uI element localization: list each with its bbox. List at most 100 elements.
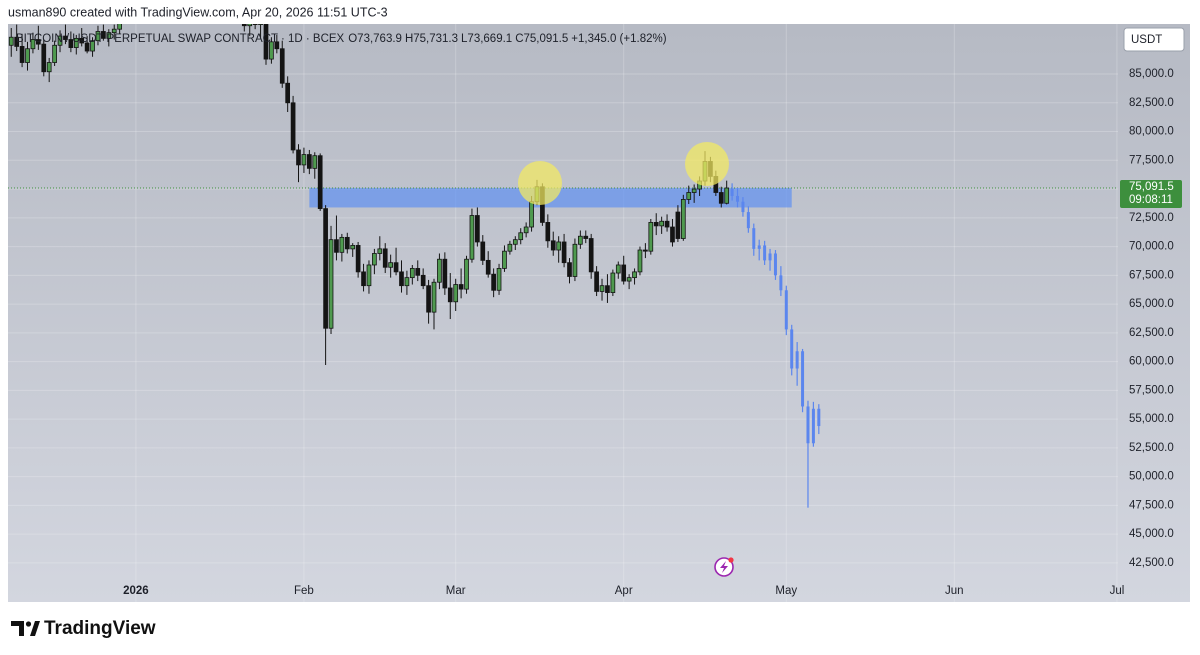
candle-body xyxy=(68,39,74,48)
y-tick-label: 47,500.0 xyxy=(1129,499,1174,511)
candle-body xyxy=(296,149,301,166)
candle-body xyxy=(420,274,426,287)
candle-body xyxy=(361,271,366,287)
candle-body xyxy=(659,220,664,227)
candle-body xyxy=(718,192,724,204)
y-tick-label: 57,500.0 xyxy=(1129,384,1174,396)
projection-body xyxy=(779,275,783,291)
axes: 42,500.0 45,000.0 47,500.0 50,000.0 52,500.0… xyxy=(123,68,1182,597)
candle-body xyxy=(84,42,90,52)
y-tick-label: 72,500.0 xyxy=(1129,212,1174,224)
candle-body xyxy=(290,102,296,151)
candle-body xyxy=(491,273,496,291)
y-tick-label: 65,000.0 xyxy=(1129,298,1174,310)
candle-body xyxy=(626,277,632,282)
candle-body xyxy=(632,271,637,279)
candle-body xyxy=(258,24,263,25)
candle-body xyxy=(670,226,675,243)
projection-body xyxy=(811,408,815,444)
candle-body xyxy=(73,37,79,48)
candle-body xyxy=(502,250,507,269)
x-tick-label: Mar xyxy=(446,585,466,597)
candle-body xyxy=(301,154,307,166)
candle-body xyxy=(79,37,85,44)
candle-body xyxy=(350,245,356,250)
candle-body xyxy=(252,24,258,25)
candle-body xyxy=(334,239,339,253)
candle-body xyxy=(567,262,572,277)
currency-button[interactable] xyxy=(1123,27,1185,52)
currency[interactable]: USDT xyxy=(1131,34,1162,46)
candle-body xyxy=(453,284,459,303)
candle-body xyxy=(323,208,328,329)
candle-body xyxy=(388,262,393,268)
candle-body xyxy=(431,281,437,313)
symbol-part: BITCOIN / USDT PERPETUAL SWAP CONTRACT ·… xyxy=(16,33,345,45)
candle-body xyxy=(285,82,291,104)
candle-body xyxy=(90,40,95,52)
candle-body xyxy=(317,155,323,210)
y-tick-label: 45,000.0 xyxy=(1129,528,1174,540)
candle-body xyxy=(680,199,686,239)
symbol-part: O73,763.9 xyxy=(348,33,402,45)
x-tick-label: 2026 xyxy=(123,585,149,597)
last-price-box xyxy=(1120,180,1182,209)
candle-body xyxy=(372,253,377,266)
candle-body xyxy=(577,235,583,245)
projection-body xyxy=(806,406,810,444)
symbol-part: L73,669.1 xyxy=(461,33,512,45)
candle-body xyxy=(117,24,123,30)
replay-icon[interactable] xyxy=(714,557,734,577)
last-price-label: 75,091.5 xyxy=(1129,181,1174,193)
candle-body xyxy=(393,262,399,273)
candle-body xyxy=(106,32,112,39)
candle-body xyxy=(594,271,599,292)
candle-body xyxy=(610,272,616,293)
candle-body xyxy=(545,222,551,242)
y-tick-label: 80,000.0 xyxy=(1129,126,1174,138)
candle-body xyxy=(447,287,453,303)
candle-body xyxy=(111,28,117,34)
countdown: 09:08:11 xyxy=(1129,194,1173,206)
candle-body xyxy=(339,236,345,253)
projection-body xyxy=(752,228,756,249)
candle-body xyxy=(355,245,361,273)
candle-body xyxy=(52,44,57,63)
y-tick-label: 77,500.0 xyxy=(1129,154,1174,166)
highlight-circle xyxy=(685,142,729,186)
symbol-part: C75,091.5 xyxy=(515,33,568,45)
candle-body xyxy=(404,277,410,287)
candle-body xyxy=(653,222,659,227)
candle-body xyxy=(426,285,431,313)
candle-body xyxy=(691,188,697,193)
candle-body xyxy=(247,24,253,27)
candle-body xyxy=(241,24,247,27)
candle-body xyxy=(480,241,486,261)
candle-body xyxy=(556,241,562,251)
candle-body xyxy=(437,258,442,283)
candle-body xyxy=(496,268,502,291)
projection-body xyxy=(741,201,745,213)
candle-body xyxy=(550,240,556,251)
projection-body xyxy=(757,245,761,249)
y-tick-label: 55,000.0 xyxy=(1129,413,1174,425)
projection-body xyxy=(801,351,805,407)
candle-body xyxy=(615,264,621,274)
candle-body xyxy=(25,48,30,63)
projection-body xyxy=(730,189,734,196)
chart-background xyxy=(8,24,1190,602)
candle-body xyxy=(529,201,534,228)
candle-body xyxy=(675,211,681,239)
candle-body xyxy=(643,249,648,252)
y-tick-label: 42,500.0 xyxy=(1129,557,1174,569)
brand-logo xyxy=(11,621,40,636)
candle-body xyxy=(588,238,594,273)
projection-body xyxy=(784,290,788,330)
candle-body xyxy=(46,62,52,73)
candle-body xyxy=(686,192,692,200)
candle-body xyxy=(583,235,589,239)
candle-body xyxy=(475,215,480,243)
header: usman890 created with TradingView.com, A… xyxy=(8,5,388,19)
x-tick-label: Feb xyxy=(294,585,314,597)
